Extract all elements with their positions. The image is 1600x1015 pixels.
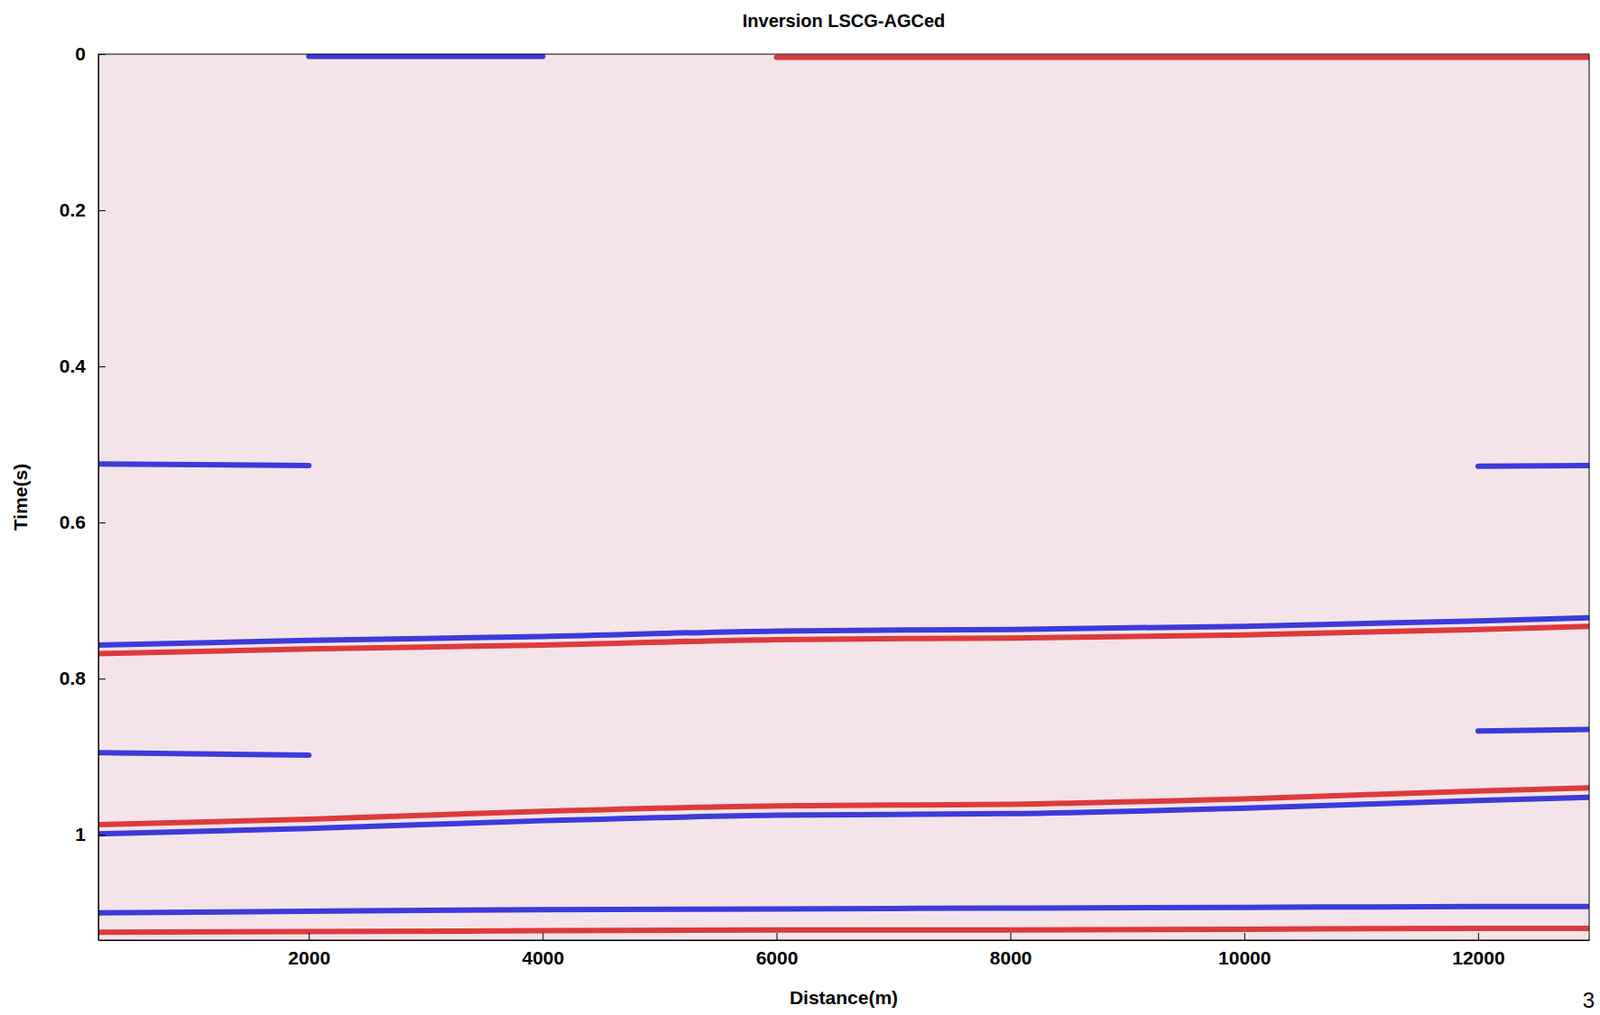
x-axis: 2000 4000 6000 8000 10000 12000 — [99, 933, 1591, 969]
plot-background — [98, 54, 1590, 941]
y-tick-mark — [98, 54, 106, 56]
x-tick-mark — [1244, 933, 1246, 941]
plot: 2000 4000 6000 8000 10000 12000 0 0.2 0.4 0.6 0.8 1 — [59, 43, 1591, 969]
x-tick-mark — [776, 933, 777, 941]
chart-title: Inversion LSCG-AGCed — [742, 10, 945, 31]
reflectors — [98, 56, 1590, 934]
x-axis-title: Distance(m) — [789, 987, 898, 1009]
x-tick-label: 4000 — [522, 947, 565, 969]
x-tick-mark — [1478, 933, 1480, 941]
x-tick-mark — [542, 933, 544, 941]
x-tick: 12000 — [1452, 933, 1505, 969]
x-tick-label: 8000 — [989, 947, 1033, 969]
x-tick-label: 10000 — [1218, 947, 1271, 969]
y-tick-label: 1 — [74, 823, 86, 845]
y-tick-mark — [98, 834, 106, 836]
reflector-line — [98, 928, 1590, 933]
page-number: 3 — [1582, 988, 1595, 1013]
reflector-line — [98, 729, 1590, 756]
x-tick: 6000 — [756, 933, 799, 969]
y-tick: 0 — [74, 43, 106, 65]
x-tick: 2000 — [287, 933, 331, 969]
y-tick: 0.6 — [59, 511, 106, 533]
reflector-line — [308, 54, 543, 60]
y-axis: 0 0.2 0.4 0.6 0.8 1 — [59, 43, 106, 941]
x-axis-line — [99, 940, 1591, 942]
y-tick: 0.8 — [59, 667, 106, 689]
chart: 2000 4000 6000 8000 10000 12000 0 0.2 0.4 0.6 0.8 1… — [0, 0, 1600, 1015]
y-tick-label: 0.6 — [59, 511, 86, 533]
y-tick: 1 — [74, 823, 106, 845]
y-tick: 0.4 — [59, 355, 106, 377]
x-tick: 8000 — [989, 933, 1033, 969]
reflector-line — [98, 797, 1590, 835]
x-tick-label: 2000 — [287, 947, 331, 969]
y-tick-label: 0.4 — [59, 355, 87, 377]
y-tick: 0.2 — [59, 199, 106, 221]
y-tick-label: 0.2 — [59, 199, 86, 221]
reflector-line — [98, 626, 1590, 654]
reflector-line — [776, 54, 1590, 60]
reflector-line — [98, 463, 1590, 467]
y-tick-mark — [98, 522, 106, 524]
y-axis-line — [98, 55, 100, 942]
x-tick-label: 12000 — [1452, 947, 1505, 969]
y-tick-label: 0 — [74, 43, 86, 65]
y-tick-mark — [98, 366, 106, 368]
x-tick: 10000 — [1218, 933, 1271, 969]
y-tick-label: 0.8 — [59, 667, 87, 689]
plot-frame — [98, 54, 1590, 941]
y-tick-mark — [98, 210, 106, 212]
x-tick-label: 6000 — [756, 947, 799, 969]
x-tick-mark — [308, 933, 310, 941]
y-tick-mark — [98, 678, 106, 680]
x-tick-mark — [1010, 933, 1012, 941]
y-axis-title: Time(s) — [9, 463, 31, 531]
x-tick: 4000 — [522, 933, 565, 969]
reflector-line — [98, 906, 1590, 914]
